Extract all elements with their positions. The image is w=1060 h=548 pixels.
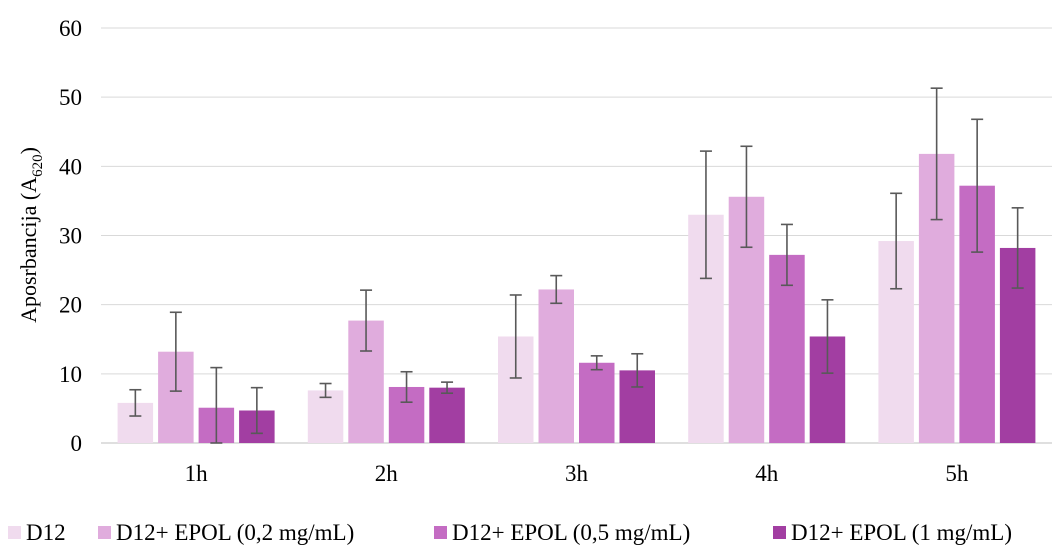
x-tick-label: 3h xyxy=(565,461,589,486)
x-tick-label: 5h xyxy=(945,461,969,486)
y-tick-label: 20 xyxy=(59,293,82,318)
legend: D12 D12+ EPOL (0,2 mg/mL) D12+ EPOL (0,5 m… xyxy=(8,520,1012,545)
bar xyxy=(307,390,344,443)
y-tick-label: 60 xyxy=(59,16,82,41)
legend-swatch xyxy=(98,526,111,539)
error-bars-group xyxy=(129,87,1024,444)
x-tick-label: 4h xyxy=(755,461,779,486)
y-tick-label: 10 xyxy=(59,362,82,387)
y-tick-label: 0 xyxy=(71,431,83,456)
y-tick-label: 50 xyxy=(59,85,82,110)
legend-item: D12+ EPOL (1 mg/mL) xyxy=(773,520,1012,545)
legend-swatch xyxy=(434,526,447,539)
legend-label: D12+ EPOL (0,2 mg/mL) xyxy=(116,520,354,545)
bar xyxy=(429,387,465,443)
bar xyxy=(538,289,574,443)
y-axis-title: Aposrbancija (A620) xyxy=(16,147,46,323)
x-axis-ticks: 1h 2h 3h 4h 5h xyxy=(185,461,969,486)
y-tick-label: 40 xyxy=(59,154,82,179)
bars-group xyxy=(117,153,1036,443)
y-axis-ticks: 0 10 20 30 40 50 60 xyxy=(59,16,82,456)
bar xyxy=(769,254,805,443)
legend-item: D12+ EPOL (0,5 mg/mL) xyxy=(434,520,690,545)
legend-swatch xyxy=(8,526,21,539)
legend-item: D12 xyxy=(8,520,66,545)
legend-label: D12+ EPOL (1 mg/mL) xyxy=(791,520,1012,545)
y-tick-label: 30 xyxy=(59,224,82,249)
x-tick-label: 2h xyxy=(375,461,399,486)
legend-label: D12 xyxy=(26,520,66,545)
legend-item: D12+ EPOL (0,2 mg/mL) xyxy=(98,520,354,545)
bar xyxy=(579,362,615,443)
legend-label: D12+ EPOL (0,5 mg/mL) xyxy=(452,520,690,545)
x-tick-label: 1h xyxy=(185,461,209,486)
gridlines xyxy=(101,27,1052,444)
legend-swatch xyxy=(773,526,786,539)
